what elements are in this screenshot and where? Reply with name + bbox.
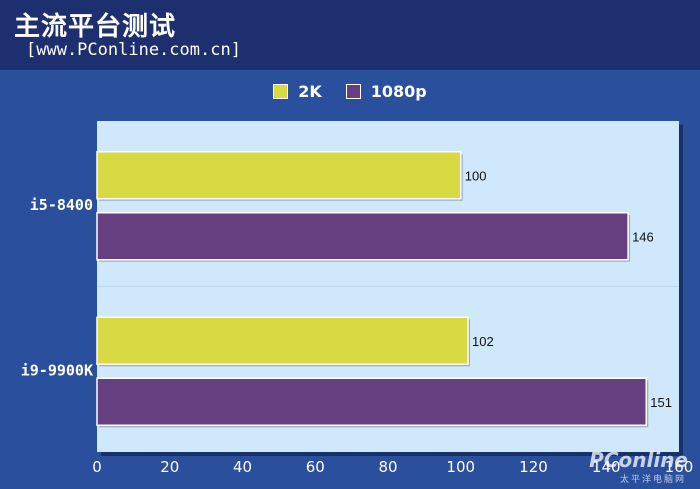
header-bar: 主流平台测试 [www.PConline.com.cn] bbox=[0, 0, 700, 70]
bar-2K-i5-8400 bbox=[96, 151, 462, 200]
watermark-logo: PConline bbox=[589, 448, 688, 472]
x-tick-label: 0 bbox=[92, 458, 102, 476]
bar-2K-i9-9900K bbox=[96, 316, 469, 365]
legend-label-1080p: 1080p bbox=[370, 82, 427, 101]
data-label: 100 bbox=[465, 168, 487, 183]
watermark-tagline: 太平洋电脑网 bbox=[619, 475, 686, 485]
legend-swatch-1080p bbox=[345, 84, 361, 99]
x-tick-label: 20 bbox=[160, 458, 179, 476]
category-label: i5-8400 bbox=[30, 196, 93, 214]
x-tick-label: 40 bbox=[233, 458, 252, 476]
x-tick-label: 80 bbox=[378, 458, 397, 476]
bar-1080p-i5-8400 bbox=[96, 212, 629, 261]
x-tick-label: 160 bbox=[665, 458, 694, 476]
chart-title: 主流平台测试 bbox=[14, 12, 177, 42]
data-label: 146 bbox=[632, 229, 654, 244]
legend: 2K 1080p bbox=[0, 82, 700, 101]
x-tick-label: 60 bbox=[306, 458, 325, 476]
legend-item-2k: 2K bbox=[273, 82, 322, 101]
data-label: 151 bbox=[650, 395, 672, 410]
x-tick-label: 100 bbox=[446, 458, 475, 476]
bar-1080p-i9-9900K bbox=[96, 377, 648, 426]
legend-swatch-2k bbox=[273, 84, 289, 99]
data-label: 102 bbox=[472, 334, 494, 349]
legend-item-1080p: 1080p bbox=[345, 82, 427, 101]
category-label: i9-9900K bbox=[21, 361, 93, 379]
chart-subtitle: [www.PConline.com.cn] bbox=[26, 40, 241, 60]
x-tick-label: 140 bbox=[592, 458, 621, 476]
x-tick-label: 120 bbox=[519, 458, 548, 476]
legend-label-2k: 2K bbox=[298, 82, 322, 101]
